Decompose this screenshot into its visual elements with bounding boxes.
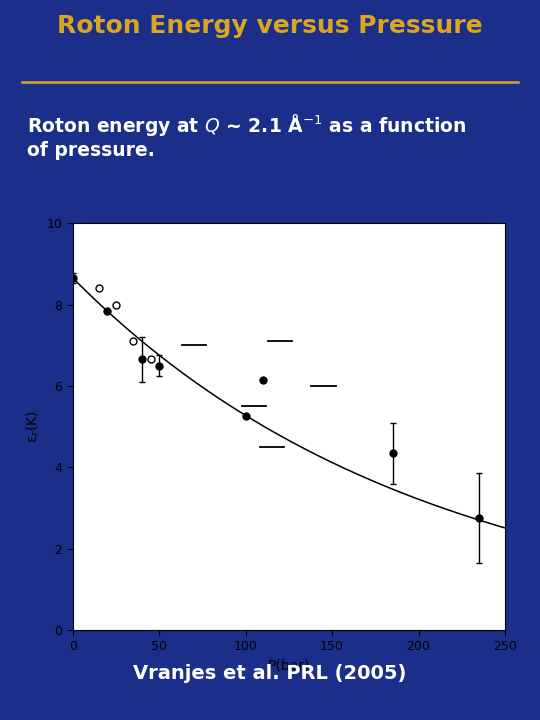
Text: Roton Energy versus Pressure: Roton Energy versus Pressure <box>57 14 483 38</box>
Text: Roton energy at $\mathit{Q}$ ~ 2.1 Å$^{-1}$ as a function
of pressure.: Roton energy at $\mathit{Q}$ ~ 2.1 Å$^{-… <box>27 112 467 161</box>
X-axis label: P(bar): P(bar) <box>268 659 310 673</box>
Y-axis label: ε$_r$(K): ε$_r$(K) <box>25 410 43 443</box>
Text: Vranjes et al. PRL (2005): Vranjes et al. PRL (2005) <box>133 664 407 683</box>
